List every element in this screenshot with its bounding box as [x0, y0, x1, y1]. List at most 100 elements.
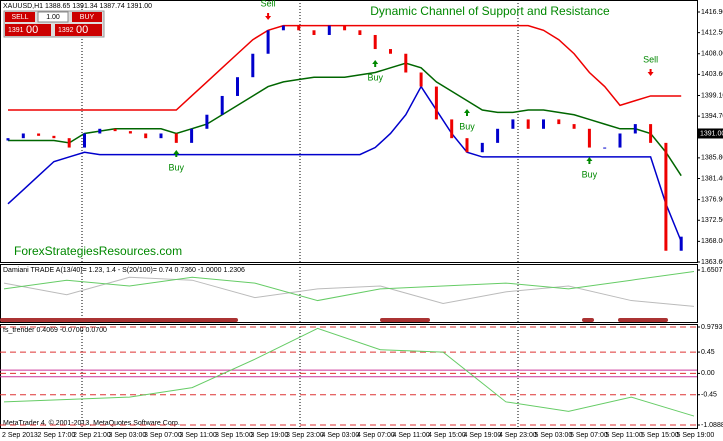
price-panel [0, 0, 698, 263]
y-tick-label: 1.6507 [701, 267, 723, 274]
price-bar [511, 119, 515, 129]
ask-pips: 00 [76, 24, 88, 36]
x-tick-label: 4 Sep 11:00 [393, 432, 430, 439]
sell-button[interactable] [5, 12, 35, 22]
price-bar [603, 147, 607, 149]
price-bar [251, 53, 255, 78]
price-bar [343, 25, 347, 31]
signal-label: Buy [459, 121, 475, 131]
price-bar [52, 135, 56, 139]
price-bar [297, 25, 301, 31]
price-bar [557, 119, 561, 125]
price-bar [373, 34, 377, 50]
y-tick-label: -0.45 [701, 392, 717, 399]
price-bar [21, 133, 25, 139]
watermark: ForexStrategiesResources.com [14, 244, 182, 258]
y-tick-label: 0.9793 [701, 324, 723, 331]
symbol-info: XAUUSD,H1 1388.65 1391.34 1387.74 1391.0… [3, 3, 152, 10]
price-bar [220, 95, 224, 115]
x-tick-label: 3 Sep 15:00 [215, 432, 253, 439]
y-tick-label: 0.45 [701, 349, 715, 356]
trender-line [3, 327, 695, 417]
x-tick-label: 3 Sep 03:00 [109, 432, 147, 439]
price-bar [37, 133, 41, 136]
price-bar [83, 133, 86, 148]
x-tick-label: 5 Sep 07:00 [570, 432, 608, 439]
price-bar [128, 131, 132, 134]
signal-arrow [464, 109, 470, 116]
price-bar [190, 128, 194, 143]
y-tick-label: 1394.70 [701, 113, 723, 120]
y-tick-label: 1372.50 [701, 217, 723, 224]
bid: 1391 [8, 27, 24, 34]
upper-channel [8, 24, 682, 111]
x-tick-label: 4 Sep 03:00 [322, 432, 360, 439]
x-tick-label: 2 Sep 21:00 [73, 432, 111, 439]
price-bar [98, 128, 102, 134]
chart-title: Dynamic Channel of Support and Resistanc… [370, 4, 610, 18]
x-tick-label: 4 Sep 23:00 [499, 432, 537, 439]
price-bar [327, 25, 331, 35]
price-bar [587, 128, 591, 148]
ask: 1392 [58, 27, 74, 34]
current-price-box [698, 128, 723, 139]
x-tick-label: 3 Sep 23:00 [286, 432, 324, 439]
separators [81, 0, 519, 428]
signal-label: Sell [261, 0, 276, 8]
x-tick-label: 5 Sep 03:00 [535, 432, 573, 439]
x-tick-label: 3 Sep 07:00 [144, 432, 182, 439]
damiani-green [3, 270, 695, 302]
lot: 1.00 [46, 14, 60, 21]
price-bar [496, 128, 500, 143]
y-tick-label: 1399.10 [701, 92, 723, 99]
price-bar [679, 236, 683, 251]
sell-label: SELL [11, 14, 28, 21]
damiani-block [0, 318, 238, 322]
y-tick-label: 1408.00 [701, 51, 723, 58]
signal-arrow [647, 69, 654, 76]
price-bar [664, 142, 668, 251]
buy-button[interactable] [72, 12, 102, 22]
current-price: 1391.00 [700, 130, 723, 137]
x-tick-label: 3 Sep 11:00 [180, 432, 217, 439]
price-bar [113, 128, 117, 132]
x-tick-label: 5 Sep 11:00 [606, 432, 643, 439]
y-tick-label: 1381.40 [701, 175, 723, 182]
signal-arrow [265, 13, 272, 20]
damiani-block [380, 318, 430, 322]
price-bar [6, 138, 10, 141]
price-bar [572, 124, 576, 129]
footer: MetaTrader 4, © 2001-2013, MetaQuotes So… [3, 419, 180, 427]
damiani-block [618, 318, 668, 322]
price-bar [281, 25, 285, 31]
y-tick-label: 0.00 [701, 370, 715, 377]
price-bar [236, 77, 239, 96]
bid-pips: 00 [26, 24, 38, 36]
signal-arrow [173, 150, 180, 157]
x-tick-label: 5 Sep 19:00 [677, 432, 715, 439]
price-bar [404, 53, 408, 73]
price-bar [526, 119, 530, 129]
price-bar [649, 124, 653, 143]
lower-channel [7, 85, 682, 242]
price-bar [618, 133, 622, 148]
signal-label: Buy [367, 72, 383, 82]
price-bar [389, 49, 392, 54]
y-tick-label: 1368.00 [701, 238, 723, 245]
x-tick-label: 3 Sep 19:00 [251, 432, 289, 439]
price-bar [312, 30, 316, 35]
signal-arrow [372, 60, 379, 67]
price-bar [419, 72, 423, 87]
price-bar [358, 30, 362, 35]
damiani-label: Damiani TRADE A(13/40)= 1.23, 1.4 - S(20… [3, 267, 245, 274]
one-click-trading: SELL 1.00 BUY 1391 00 1392 00 [3, 10, 105, 38]
x-tick-label: 4 Sep 07:00 [357, 432, 395, 439]
y-tick-label: 1416.90 [701, 9, 723, 16]
buy-label: BUY [80, 14, 95, 21]
price-bar [450, 119, 454, 139]
y-tick-label: 1385.80 [701, 155, 723, 162]
price-bar [159, 133, 163, 139]
price-bar [542, 119, 545, 129]
lot-field[interactable] [37, 11, 69, 23]
